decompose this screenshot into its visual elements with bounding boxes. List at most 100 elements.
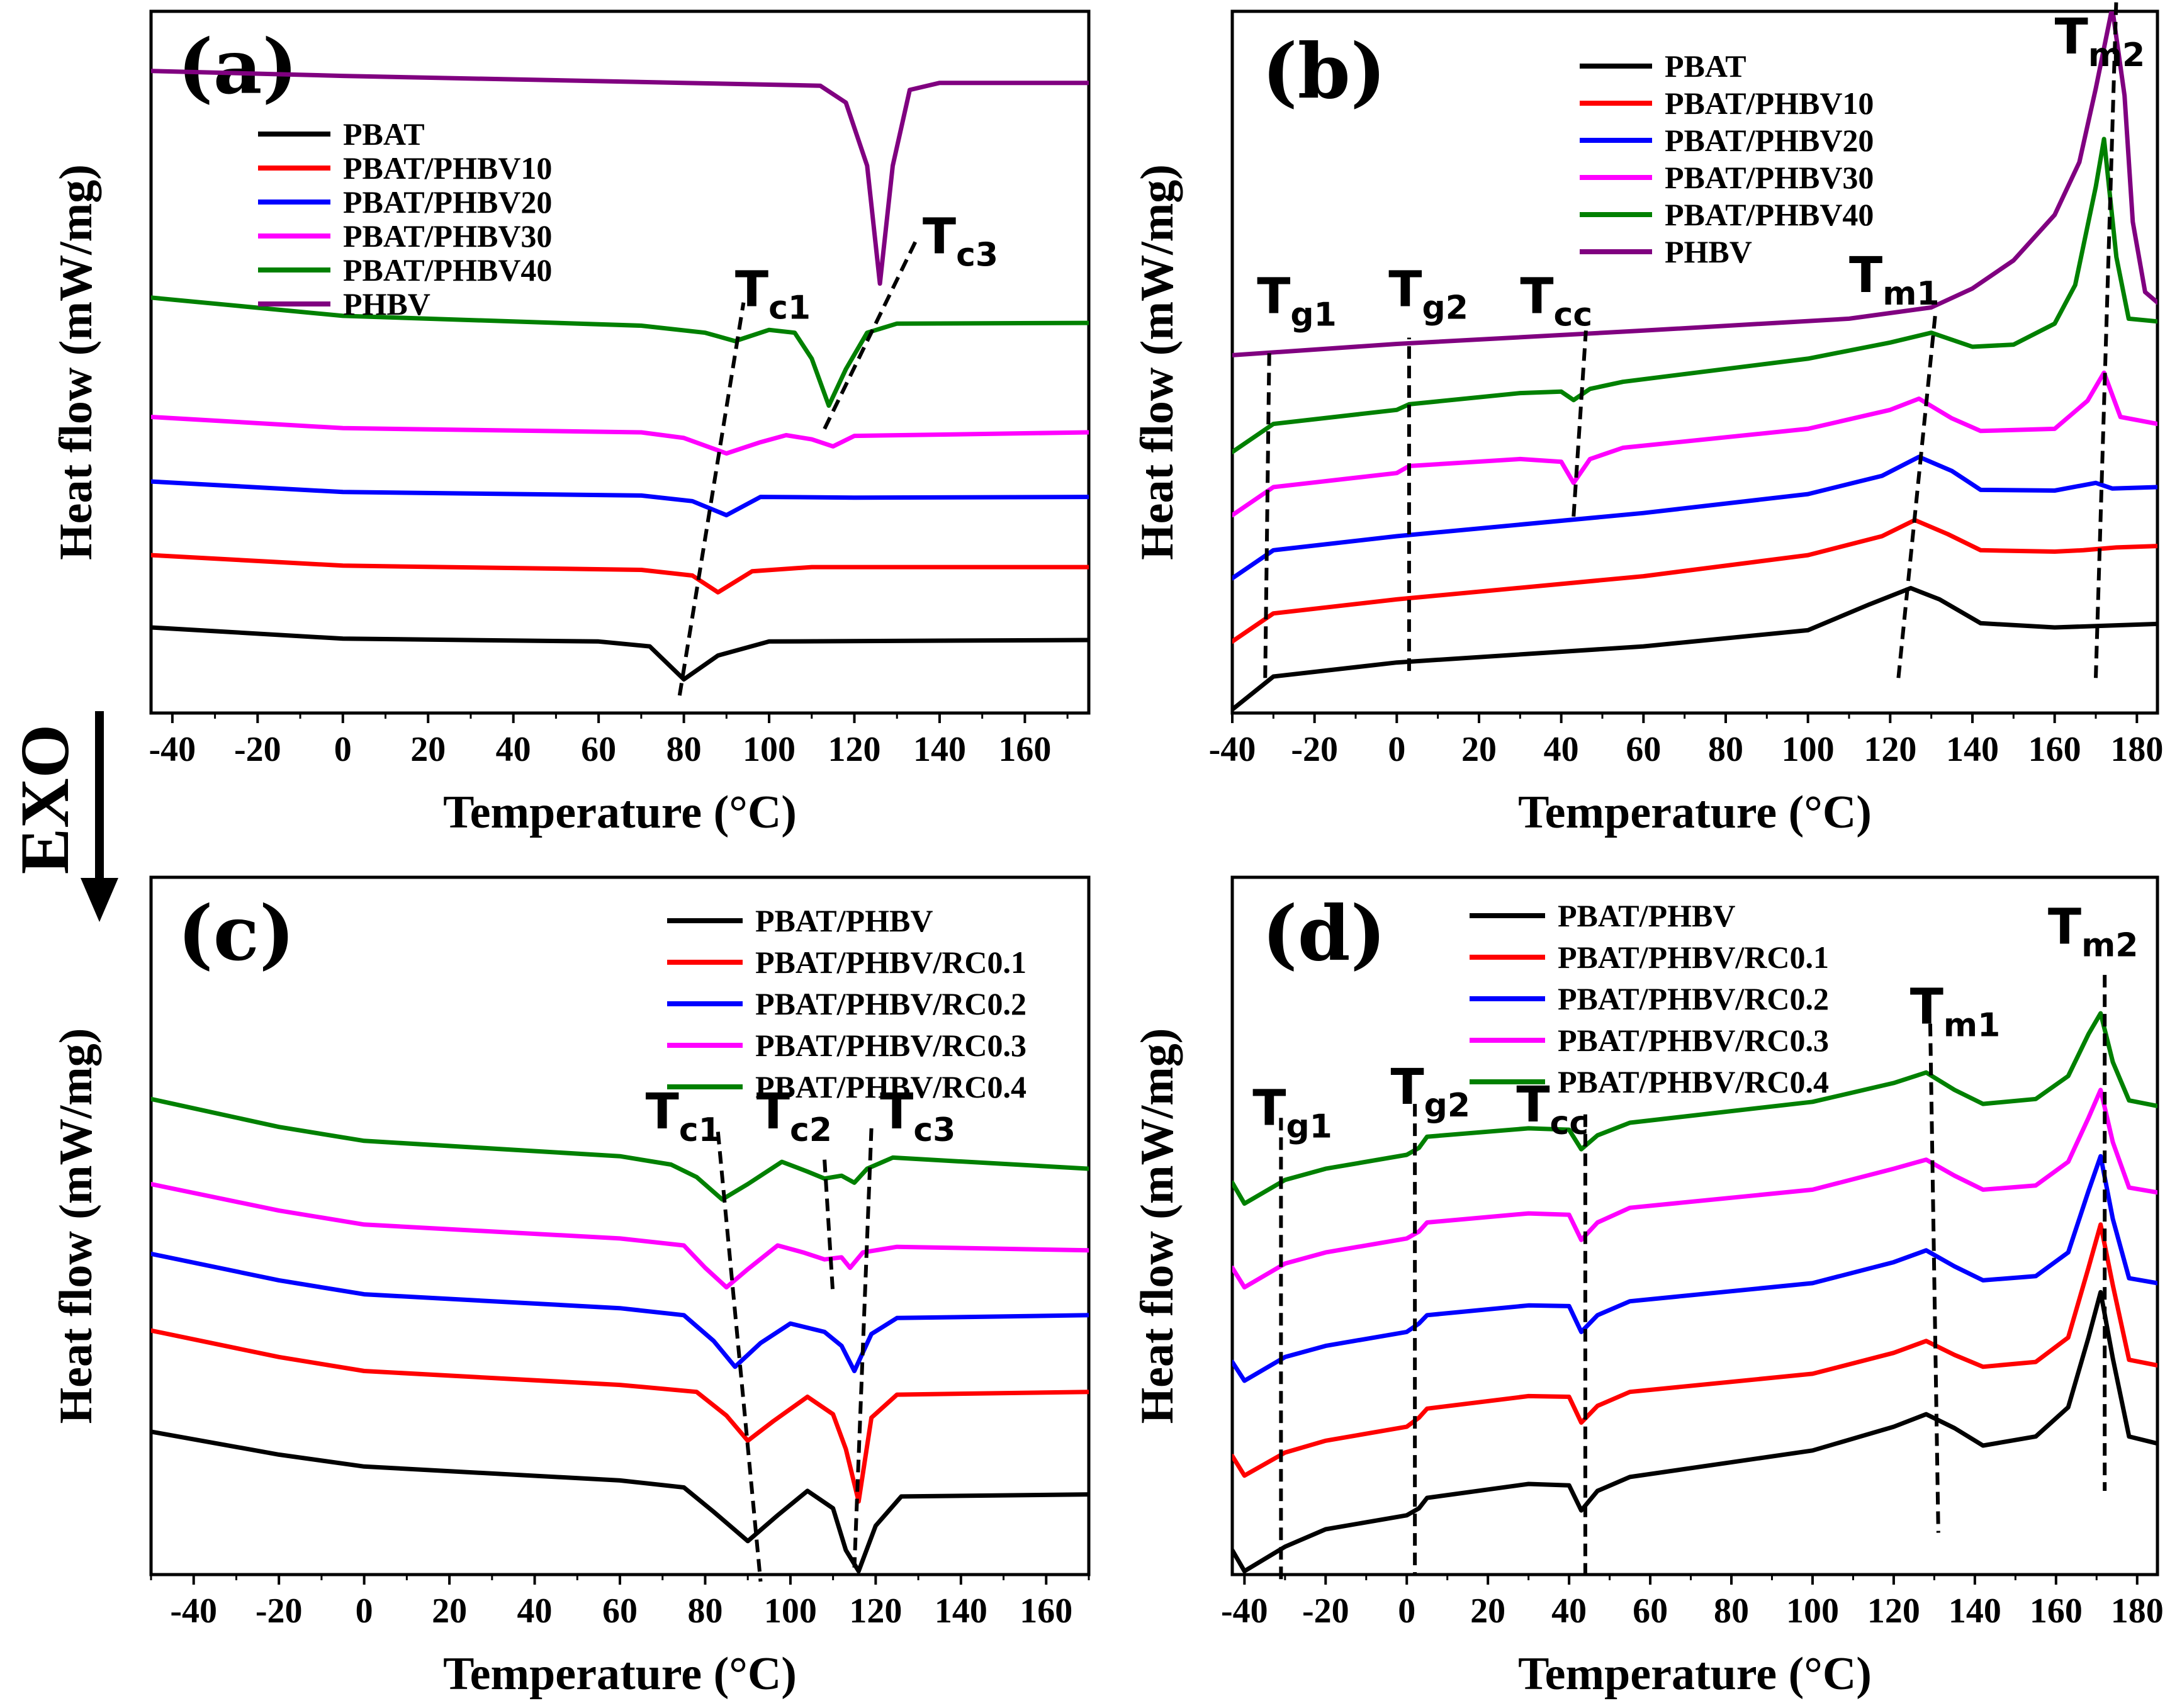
series-line-a-5 (151, 69, 1089, 286)
x-tick-label-a: 120 (828, 730, 881, 769)
x-tick-label-a: 0 (334, 730, 352, 769)
panels: -40 -20 0 20 40 60 80 100 120 140 160 Temperature (… (50, 0, 2164, 1700)
x-tick-label-b: 60 (1626, 730, 1661, 769)
legend-b: PBATPBAT/PHBV10PBAT/PHBV20PBAT/PHBV30PBA… (1580, 48, 1874, 269)
series-line-c-4 (151, 1096, 1089, 1202)
annotation-b-cc: Tcc (1520, 268, 1592, 334)
panel-label-d: (d) (1262, 889, 1386, 978)
x-tick-label-a: 20 (410, 730, 446, 769)
series-line-c-3 (151, 1182, 1089, 1289)
x-tick-label-a: 140 (913, 730, 966, 769)
series-line-c-2 (151, 1251, 1089, 1373)
annotation-c-c3: Tc3 (880, 1084, 955, 1149)
legend-label-c-0: PBAT/PHBV (755, 903, 933, 938)
legend-label-c-1: PBAT/PHBV/RC0.1 (755, 945, 1026, 980)
series-line-d-4 (1232, 1011, 2157, 1206)
legend-label-b-2: PBAT/PHBV20 (1665, 123, 1874, 158)
panel-label-a: (a) (177, 23, 298, 111)
x-tick-label-d: 160 (2030, 1592, 2083, 1631)
exo-arrow-head (81, 878, 118, 922)
series-line-d-1 (1232, 1222, 2157, 1478)
x-tick-label-d: 100 (1786, 1592, 1839, 1631)
x-tick-label-c: 100 (764, 1592, 817, 1631)
annotation-a-c1: Tc1 (735, 261, 811, 327)
x-axis-title-a: Temperature (°C) (443, 787, 797, 838)
x-tick-label-d: 180 (2111, 1592, 2164, 1631)
annotation-b-m2: Tm2 (2055, 9, 2145, 74)
guide-line-b-0 (1263, 348, 1271, 678)
guide-line-b-2 (1572, 330, 1588, 517)
guide-line-b-3 (1896, 313, 1938, 678)
x-tick-label-a: 80 (666, 730, 702, 769)
legend-label-a-5: PHBV (343, 286, 430, 322)
exo-indicator: EXO (6, 711, 118, 922)
guide-line-c-2 (852, 1128, 874, 1568)
x-tick-label-c: 80 (687, 1592, 723, 1631)
panel-d: -40 -20 0 20 40 60 80 100 120 140 160 180 Temperatur… (1132, 875, 2164, 1700)
legend-label-b-1: PBAT/PHBV10 (1665, 86, 1874, 121)
guide-line-a-0 (677, 302, 746, 696)
x-tick-label-c: 0 (356, 1592, 373, 1631)
panel-c: -40 -20 0 20 40 60 80 100 120 140 160 Temperature (… (50, 875, 1091, 1700)
legend-label-c-3: PBAT/PHBV/RC0.3 (755, 1028, 1026, 1063)
legend-label-a-2: PBAT/PHBV20 (343, 184, 552, 220)
series-line-a-3 (151, 415, 1089, 456)
x-tick-label-c: 40 (517, 1592, 553, 1631)
x-tick-label-d: 60 (1633, 1592, 1668, 1631)
series-line-a-4 (151, 295, 1089, 408)
annotation-d-m1: Tm1 (1910, 979, 2001, 1045)
legend-label-a-4: PBAT/PHBV40 (343, 252, 552, 288)
series-line-d-3 (1232, 1087, 2157, 1289)
plot-frame-d (1230, 875, 2159, 1576)
y-axis-title-c: Heat flow (mW/mg) (50, 1028, 102, 1424)
panel-b: -40 -20 0 20 40 60 80 100 120 140 160 180 Temperatur… (1132, 0, 2163, 838)
x-tick-label-b: -40 (1209, 730, 1256, 769)
legend-label-b-3: PBAT/PHBV30 (1665, 160, 1874, 195)
x-tick-label-a: -20 (234, 730, 281, 769)
x-tick-label-b: 180 (2110, 730, 2163, 769)
legend-d: PBAT/PHBV PBAT/PHBV/RC0.1 PBAT/PHBV/RC0.2 P… (1470, 898, 1829, 1099)
x-tick-label-a: 60 (581, 730, 616, 769)
plot-frame-a (149, 9, 1091, 715)
legend-label-d-3: PBAT/PHBV/RC0.3 (1558, 1023, 1829, 1058)
legend-label-d-2: PBAT/PHBV/RC0.2 (1558, 981, 1829, 1016)
legend-label-a-1: PBAT/PHBV10 (343, 150, 552, 186)
panel-label-b: (b) (1262, 27, 1386, 116)
annotation-a-c3: Tc3 (923, 209, 998, 274)
annotation-d-cc: Tcc (1516, 1077, 1589, 1142)
x-tick-label-c: 60 (602, 1592, 638, 1631)
x-tick-label-d: 20 (1470, 1592, 1505, 1631)
x-tick-label-c: 160 (1020, 1592, 1072, 1631)
x-tick-label-b: 100 (1782, 730, 1835, 769)
x-tick-label-b: 40 (1544, 730, 1579, 769)
x-axis-title-d: Temperature (°C) (1518, 1648, 1872, 1700)
series-line-c-0 (151, 1429, 1089, 1573)
series-line-b-5 (1232, 11, 2157, 357)
x-tick-label-c: 20 (432, 1592, 467, 1631)
x-tick-label-b: -20 (1291, 730, 1338, 769)
annotation-b-g2: Tg2 (1388, 261, 1468, 327)
annotation-d-m2: Tm2 (2048, 899, 2139, 964)
legend-label-c-2: PBAT/PHBV/RC0.2 (755, 986, 1026, 1021)
x-tick-label-b: 120 (1864, 730, 1916, 769)
panel-a: -40 -20 0 20 40 60 80 100 120 140 160 Temperature (… (50, 9, 1091, 838)
legend-label-b-4: PBAT/PHBV40 (1665, 197, 1874, 232)
y-axis-title-b: Heat flow (mW/mg) (1132, 164, 1183, 560)
x-tick-label-c: -40 (170, 1592, 217, 1631)
x-tick-label-c: 120 (849, 1592, 902, 1631)
legend-label-d-0: PBAT/PHBV (1558, 898, 1735, 933)
legend-label-a-3: PBAT/PHBV30 (343, 218, 552, 254)
series-line-b-0 (1232, 586, 2157, 712)
series-line-a-2 (151, 479, 1089, 518)
x-tick-label-b: 0 (1388, 730, 1405, 769)
annotation-d-g1: Tg1 (1252, 1080, 1332, 1145)
series-group-d (1232, 1011, 2157, 1573)
series-line-a-0 (151, 625, 1089, 682)
x-tick-label-c: -20 (256, 1592, 303, 1631)
x-tick-label-a: 40 (496, 730, 531, 769)
guide-line-c-0 (716, 1132, 763, 1582)
x-tick-label-c: 140 (935, 1592, 987, 1631)
annotation-c-c1: Tc1 (646, 1084, 721, 1149)
